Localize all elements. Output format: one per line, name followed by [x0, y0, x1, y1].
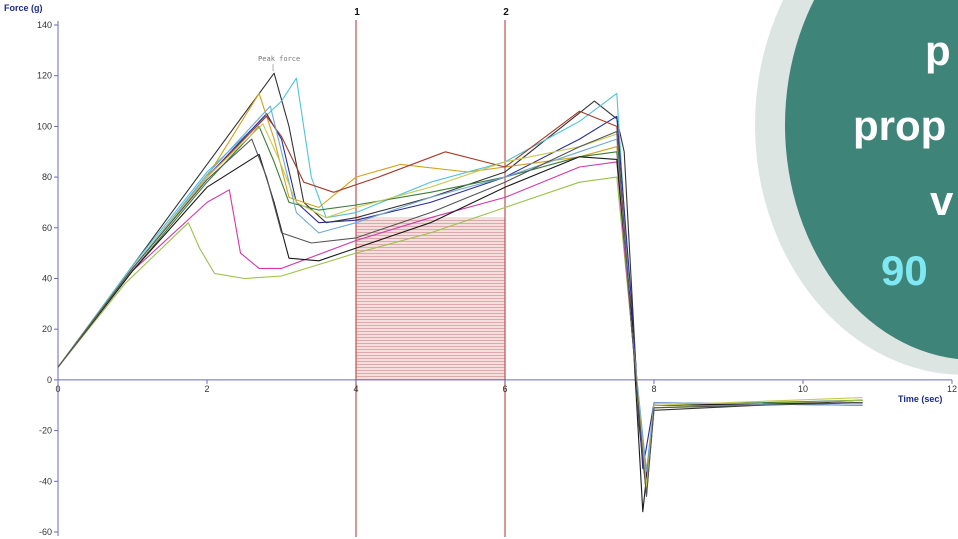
y-axis-title: Force (g)	[4, 3, 43, 13]
x-tick-label-5: 10	[798, 384, 808, 394]
y-tick-label-5: 40	[42, 274, 52, 284]
x-axis-title: Time (sec)	[898, 394, 942, 404]
marker-label-1: 1	[354, 7, 360, 18]
y-tick-label-4: 60	[42, 223, 52, 233]
y-tick-label-2: 100	[37, 121, 52, 131]
x-tick-label-6: 12	[947, 384, 957, 394]
peak-force-annotation: Peak force	[258, 55, 300, 63]
y-tick-label-10: -60	[39, 527, 52, 537]
x-tick-label-2: 4	[353, 384, 358, 394]
x-tick-label-0: 0	[55, 384, 60, 394]
y-tick-label-8: -20	[39, 426, 52, 436]
shaded-region	[356, 217, 505, 380]
y-tick-label-9: -40	[39, 476, 52, 486]
y-tick-label-7: 0	[47, 375, 52, 385]
y-tick-label-0: 140	[37, 20, 52, 30]
overlay-text-fragment-2: prop	[853, 102, 947, 149]
overlay-text-fragment-1: p	[925, 27, 951, 74]
y-tick-label-6: 20	[42, 324, 52, 334]
y-tick-label-1: 120	[37, 71, 52, 81]
series-line-9	[57, 153, 863, 513]
marker-lines-group	[355, 20, 506, 537]
series-line-12	[57, 130, 863, 498]
x-tick-label-1: 2	[204, 384, 209, 394]
series-line-10	[57, 105, 863, 472]
shaded-region-group	[356, 217, 505, 380]
series-group	[57, 72, 863, 513]
overlay-text-fragment-3: v	[930, 177, 954, 224]
marker-label-2: 2	[503, 7, 509, 18]
x-tick-label-3: 6	[502, 384, 507, 394]
overlay-text-fragment-4: 90	[881, 247, 928, 294]
x-tick-label-4: 8	[651, 384, 656, 394]
y-tick-label-3: 80	[42, 172, 52, 182]
axes-group	[54, 21, 953, 536]
